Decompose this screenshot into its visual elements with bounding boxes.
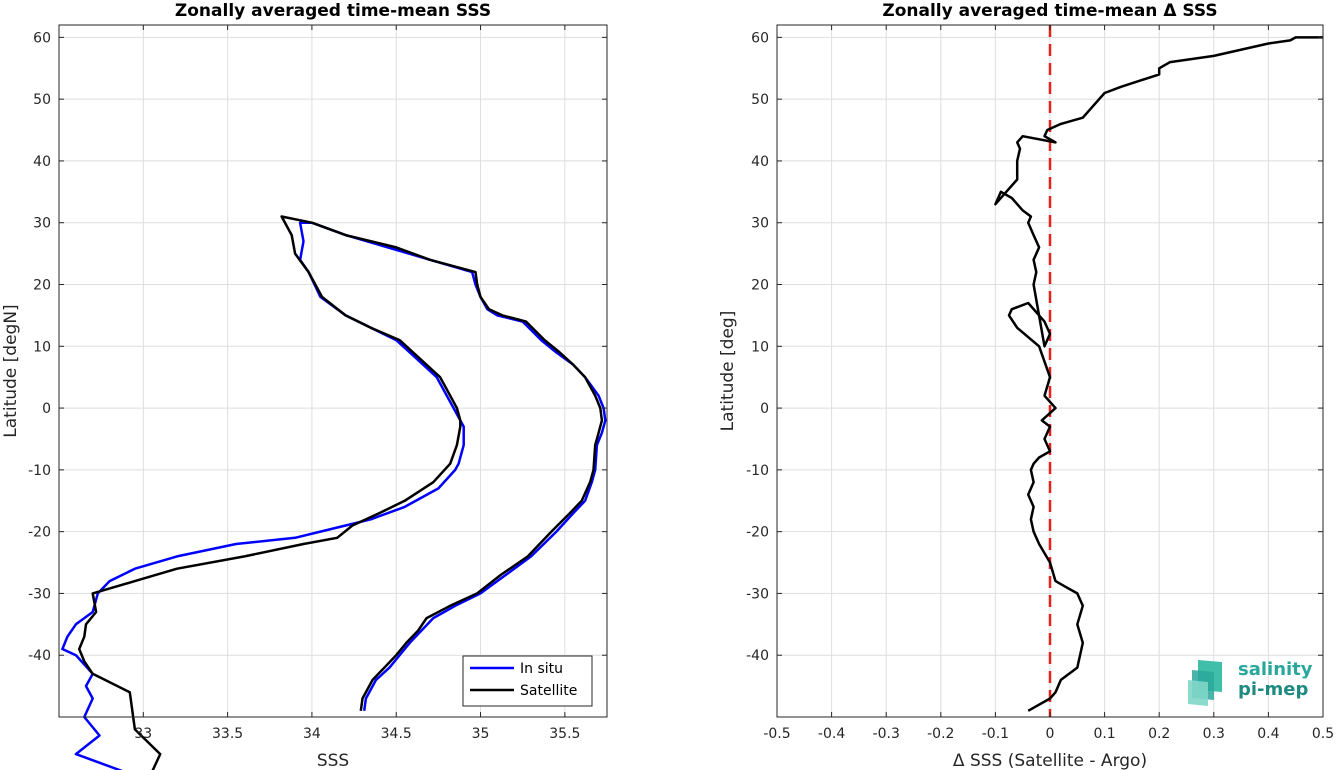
delta-y-tick-label: 0 — [760, 401, 769, 417]
sss-legend: In situ Satellite — [462, 655, 593, 707]
sss-y-tick-label: 0 — [42, 401, 51, 417]
sss-y-tick-label: -20 — [28, 525, 51, 541]
delta-x-tick-label: 0.5 — [1312, 726, 1334, 742]
delta-y-tick-label: -10 — [746, 463, 769, 479]
sss-y-tick-label: -10 — [28, 463, 51, 479]
sss-x-tick-label: 33.5 — [212, 726, 243, 742]
delta-y-tick-label: 10 — [751, 339, 769, 355]
sss-y-tick-label: 10 — [33, 339, 51, 355]
delta-x-tick-label: 0.1 — [1093, 726, 1115, 742]
sss-x-tick-label: 35 — [472, 726, 490, 742]
delta-y-tick-label: 60 — [751, 30, 769, 46]
sss-y-tick-label: -30 — [28, 586, 51, 602]
delta-x-axis-label: Δ SSS (Satellite - Argo) — [953, 751, 1147, 770]
sss-x-tick-label: 33 — [134, 726, 152, 742]
sss-x-tick-label: 35.5 — [549, 726, 580, 742]
delta-y-tick-label: 40 — [751, 154, 769, 170]
sss-y-tick-label: 50 — [33, 92, 51, 108]
sss-chart: 33 33.5 34 34.5 35 35.5 60 50 40 30 20 10 0 -10 -20 -30… — [1, 1, 608, 770]
sss-y-axis-label: Latitude [degN] — [1, 304, 21, 437]
legend-label-in-situ: In situ — [520, 661, 563, 677]
sss-x-tick-label: 34.5 — [381, 726, 412, 742]
delta-x-tick-label: -0.4 — [818, 726, 845, 742]
delta-x-tick-label: -0.3 — [873, 726, 900, 742]
sss-ticks: 33 33.5 34 34.5 35 35.5 60 50 40 30 20 10 0 -10 -20 -30… — [28, 25, 607, 742]
delta-y-tick-label: 30 — [751, 216, 769, 232]
delta-x-tick-label: -0.2 — [927, 726, 954, 742]
delta-chart-title: Zonally averaged time-mean Δ SSS — [882, 1, 1217, 21]
legend-label-satellite: Satellite — [520, 683, 577, 699]
legend-box — [462, 655, 593, 707]
delta-x-tick-label: 0.3 — [1203, 726, 1225, 742]
sss-x-axis-label: SSS — [317, 751, 349, 770]
sss-y-tick-label: 60 — [33, 30, 51, 46]
logo-line-2: pi-mep — [1238, 679, 1309, 700]
delta-ticks: -0.5 -0.4 -0.3 -0.2 -0.1 0 0.1 0.2 0.3 0.4 0.5 60 50… — [746, 25, 1334, 742]
delta-lines — [994, 25, 1323, 717]
sss-grid — [59, 25, 607, 717]
sss-y-tick-label: 40 — [33, 154, 51, 170]
delta-x-tick-label: -0.5 — [763, 726, 790, 742]
sss-y-tick-label: -40 — [28, 648, 51, 664]
delta-y-tick-label: 50 — [751, 92, 769, 108]
delta-y-tick-label: 20 — [751, 278, 769, 294]
sss-y-tick-label: 30 — [33, 216, 51, 232]
sss-y-tick-label: 20 — [33, 278, 51, 294]
sss-line-satellite — [77, 215, 604, 770]
delta-x-tick-label: -0.1 — [982, 726, 1009, 742]
delta-y-axis-label: Latitude [deg] — [718, 311, 738, 432]
delta-y-tick-label: -20 — [746, 525, 769, 541]
logo-mark-icon — [1188, 660, 1222, 706]
delta-x-tick-label: 0.4 — [1257, 726, 1279, 742]
salinity-pi-mep-logo: salinity pi-mep — [1186, 658, 1316, 708]
sss-axes-frame — [58, 24, 608, 718]
sss-chart-title: Zonally averaged time-mean SSS — [175, 1, 491, 21]
delta-sss-chart: -0.5 -0.4 -0.3 -0.2 -0.1 0 0.1 0.2 0.3 0.4 0.5 60 50… — [718, 1, 1334, 770]
delta-x-tick-label: 0.2 — [1148, 726, 1170, 742]
delta-y-tick-label: -30 — [746, 586, 769, 602]
delta-line-series-0 — [994, 36, 1323, 712]
logo-line-1: salinity — [1238, 659, 1313, 680]
sss-x-tick-label: 34 — [303, 726, 321, 742]
sss-lines — [61, 215, 607, 770]
delta-y-tick-label: -40 — [746, 648, 769, 664]
delta-x-tick-label: 0 — [1046, 726, 1055, 742]
